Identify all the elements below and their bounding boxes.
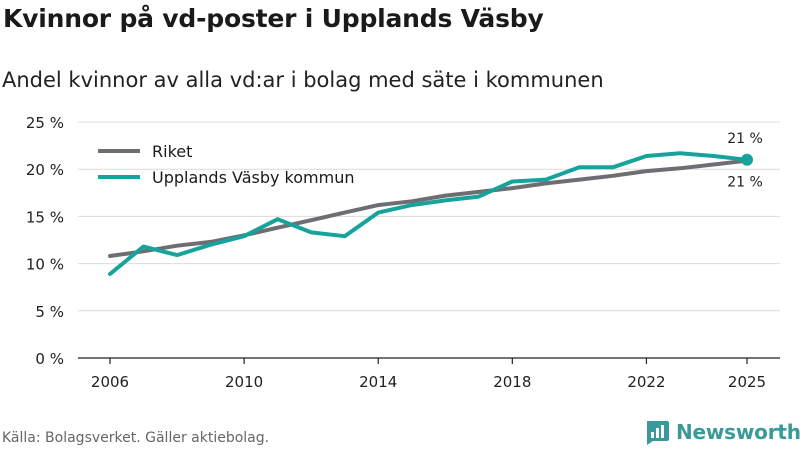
legend: Riket Upplands Väsby kommun	[98, 142, 354, 187]
legend-label-kommun: Upplands Väsby kommun	[152, 168, 354, 187]
chart-title: Kvinnor på vd-poster i Upplands Väsby	[3, 4, 544, 33]
y-tick-label: 20 %	[26, 161, 64, 179]
annotations: 21 % 21 %	[727, 131, 763, 191]
x-tick-label: 2022	[627, 373, 665, 391]
axis-layer: 0 % 5 % 10 % 15 % 20 % 25 % 2006 2010 2014 2018 20…	[26, 114, 766, 391]
legend-label-riket: Riket	[152, 142, 192, 161]
x-tick-label: 2010	[225, 373, 263, 391]
y-tick-label: 10 %	[26, 256, 64, 274]
newsworthy-icon	[647, 421, 669, 445]
series-layer	[108, 151, 753, 276]
brand-name: Newsworthy	[676, 420, 800, 444]
grid-layer	[78, 121, 780, 359]
series-line-kommun	[108, 151, 749, 276]
data-label-riket: 21 %	[727, 175, 763, 191]
newsworthy-logo: Newsworthy	[644, 419, 800, 445]
series-line-riket	[108, 158, 749, 258]
chart-subtitle: Andel kvinnor av alla vd:ar i bolag med …	[2, 68, 604, 92]
x-tick-label: 2006	[91, 373, 129, 391]
data-label-kommun: 21 %	[727, 131, 763, 147]
x-tick-label: 2018	[493, 373, 531, 391]
x-tick-label: 2014	[359, 373, 397, 391]
y-tick-label: 5 %	[35, 303, 64, 321]
source-note: Källa: Bolagsverket. Gäller aktiebolag.	[2, 430, 270, 446]
y-tick-label: 15 %	[26, 208, 64, 226]
y-tick-label: 0 %	[35, 350, 64, 368]
y-tick-label: 25 %	[26, 114, 64, 132]
x-tick-label: 2025	[728, 373, 766, 391]
endpoint-marker-kommun	[741, 153, 753, 166]
